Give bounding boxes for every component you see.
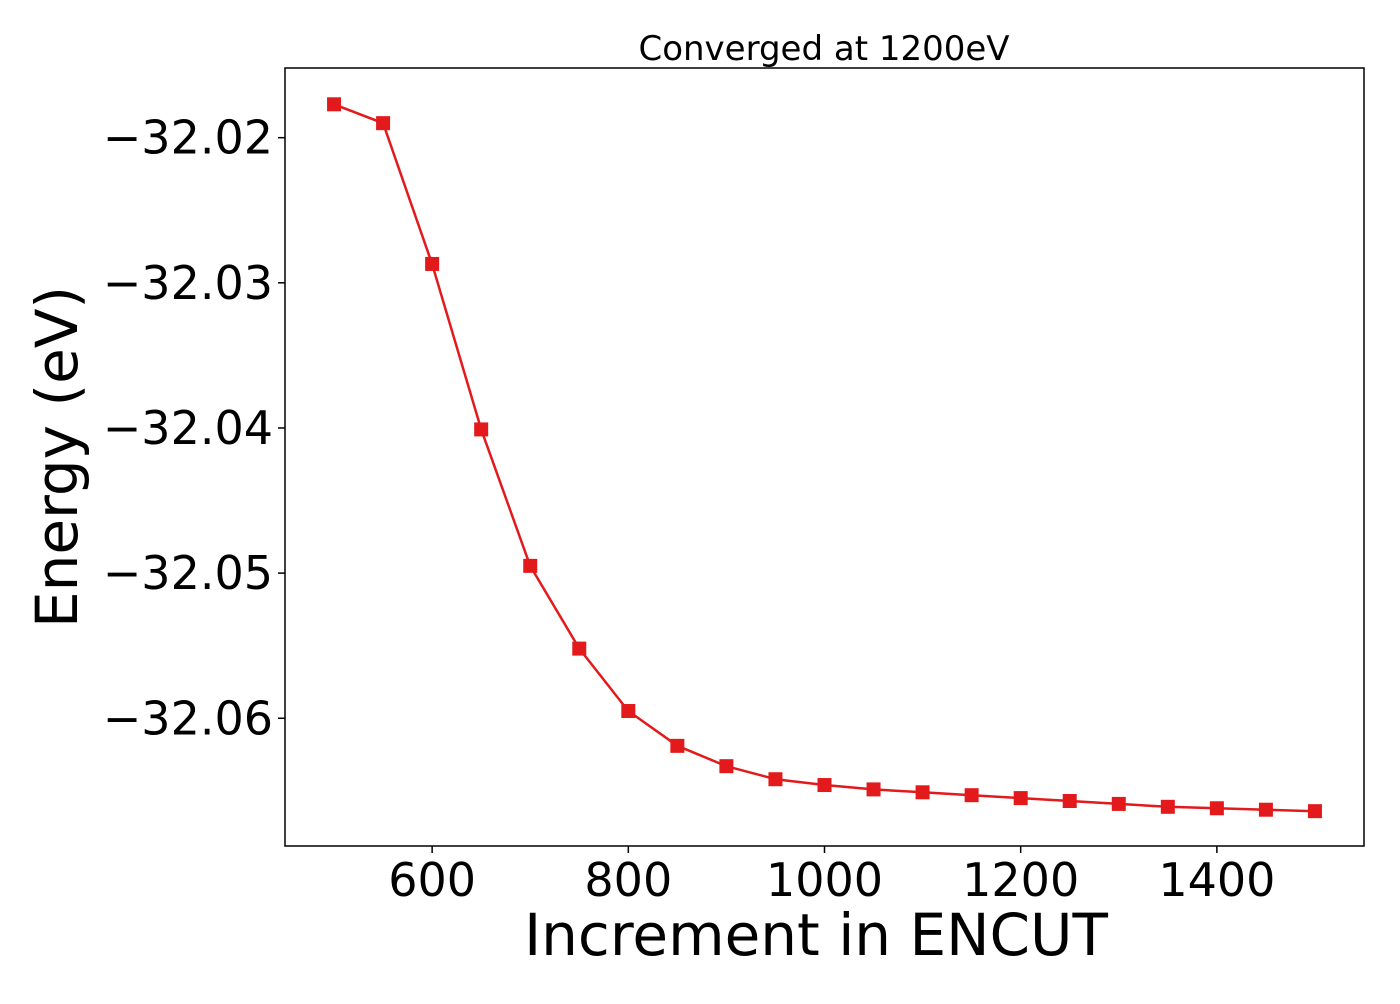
series-line xyxy=(333,103,1316,813)
data-point-marker xyxy=(621,704,636,719)
data-point-marker xyxy=(376,116,391,131)
data-point-marker xyxy=(474,422,489,437)
x-tick-label: 1000 xyxy=(766,853,883,907)
y-tick-label: −32.05 xyxy=(103,546,273,600)
data-point-marker xyxy=(1209,801,1224,816)
data-point-marker xyxy=(817,778,832,793)
plot-frame xyxy=(284,67,1365,847)
x-tick-label: 600 xyxy=(388,853,476,907)
x-tick-label: 1200 xyxy=(962,853,1079,907)
y-tick-label: −32.03 xyxy=(103,256,273,310)
data-point-marker xyxy=(1062,794,1077,809)
data-point-marker xyxy=(915,785,930,800)
data-point-marker xyxy=(1111,796,1126,811)
chart-title: Converged at 1200eV xyxy=(638,29,1009,69)
data-point-marker xyxy=(572,641,587,656)
x-tick-label: 800 xyxy=(584,853,672,907)
data-point-marker xyxy=(1307,804,1322,819)
y-axis-label: Energy (eV) xyxy=(23,286,91,628)
data-point-marker xyxy=(1160,799,1175,814)
data-point-marker xyxy=(768,772,783,787)
data-point-marker xyxy=(425,256,440,271)
y-tick-label: −32.04 xyxy=(103,401,273,455)
data-point-marker xyxy=(866,782,881,797)
data-point-marker xyxy=(670,738,685,753)
x-axis-label: Increment in ENCUT xyxy=(524,901,1108,969)
data-point-marker xyxy=(1013,791,1028,806)
x-axis: 600 800 1000 1200 1400 xyxy=(388,846,1275,907)
y-tick-label: −32.06 xyxy=(103,691,273,745)
data-point-marker xyxy=(1258,802,1273,817)
y-tick-label: −32.02 xyxy=(103,111,273,165)
series-layer xyxy=(327,97,1322,819)
x-tick-label: 1400 xyxy=(1158,853,1275,907)
data-point-marker xyxy=(327,97,342,112)
data-point-marker xyxy=(964,788,979,803)
y-axis: −32.02 −32.03 −32.04 −32.05 −32.06 xyxy=(103,111,285,745)
data-point-marker xyxy=(719,759,734,774)
data-point-marker xyxy=(523,558,538,573)
